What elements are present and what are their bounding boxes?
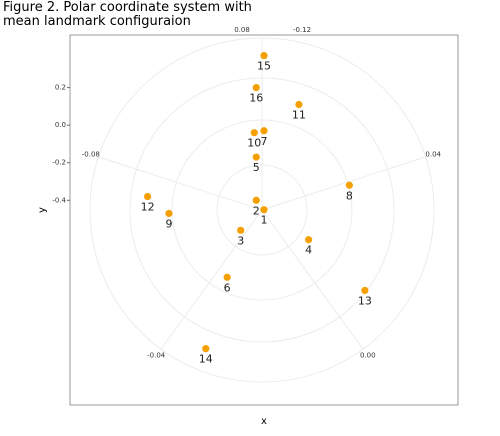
- polar-spoke: [261, 156, 426, 211]
- landmark-point: [250, 129, 258, 137]
- landmark-point: [252, 153, 260, 161]
- point-label: 15: [257, 60, 271, 73]
- polar-spoke: [261, 209, 364, 350]
- point-label: 13: [358, 294, 372, 307]
- landmark-point: [165, 209, 173, 218]
- y-tick-label: -0.2: [52, 159, 66, 167]
- theta-tick-label: 0.04: [425, 150, 441, 158]
- landmark-point: [237, 226, 245, 234]
- theta-tick-label: 0.00: [360, 352, 376, 360]
- landmark-point: [144, 192, 152, 201]
- point-label: 12: [141, 201, 155, 214]
- polar-spoke: [98, 156, 263, 211]
- y-tick-label: -0.4: [52, 196, 66, 204]
- theta-tick-label: -0.12: [293, 26, 311, 34]
- y-tick-label: 0.2: [55, 84, 66, 92]
- x-axis-label: x: [261, 416, 267, 427]
- landmark-point: [361, 286, 369, 295]
- point-label: 8: [346, 189, 353, 202]
- point-label: 5: [253, 161, 260, 174]
- landmark-point: [252, 83, 260, 92]
- landmark-point: [295, 100, 303, 109]
- point-label: 3: [237, 234, 244, 247]
- point-label: 7: [261, 135, 268, 148]
- theta-tick-label: 0.08: [234, 26, 250, 34]
- chart-title: Figure 2. Polar coordinate system with m…: [3, 0, 252, 29]
- landmark-point: [305, 236, 313, 244]
- landmark-point: [345, 181, 353, 189]
- point-label: 1: [261, 214, 268, 227]
- point-label: 6: [224, 281, 231, 294]
- point-label: 16: [249, 92, 263, 105]
- theta-tick-label: -0.08: [82, 150, 100, 158]
- landmark-point: [223, 273, 231, 281]
- point-label: 4: [305, 244, 312, 257]
- point-label: 14: [199, 353, 213, 366]
- polar-spoke: [160, 209, 263, 350]
- point-label: 10: [247, 137, 261, 150]
- landmark-point: [260, 206, 268, 214]
- landmark-point: [252, 196, 260, 204]
- point-label: 11: [292, 108, 306, 121]
- landmark-point: [260, 127, 268, 135]
- landmark-point: [260, 52, 268, 60]
- point-label: 9: [165, 217, 172, 230]
- y-axis-label: y: [37, 207, 48, 213]
- point-label: 2: [253, 204, 260, 217]
- theta-tick-label: -0.04: [147, 352, 166, 360]
- y-tick-label: 0.0: [55, 121, 66, 129]
- landmark-point: [202, 345, 210, 353]
